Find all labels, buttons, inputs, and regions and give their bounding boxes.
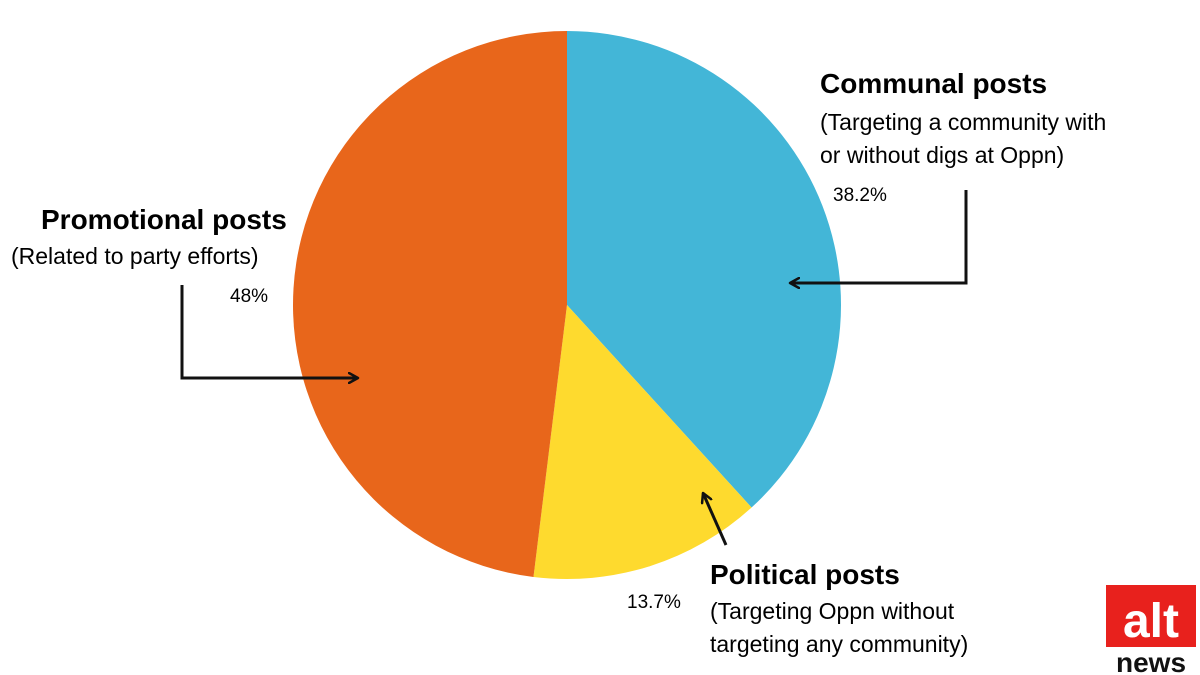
pie-slice-political-posts [533, 305, 752, 579]
svg-text:alt: alt [1123, 595, 1179, 648]
political-description-line2: targeting any community) [710, 631, 968, 657]
promotional-description: (Related to party efforts) [11, 243, 259, 269]
pie-slice-promotional-posts [293, 31, 567, 577]
political-arrow [703, 493, 728, 546]
communal-description-line1: (Targeting a community with [820, 109, 1106, 135]
promotional-title: Promotional posts [41, 204, 287, 235]
communal-description-line2: or without digs at Oppn) [820, 142, 1064, 168]
alt-news-logo: alt news [1106, 585, 1196, 675]
communal-arrow [790, 190, 968, 283]
political-title: Political posts [710, 559, 900, 590]
promotional-arrow [180, 285, 358, 378]
pie-slice-communal-posts [567, 31, 841, 508]
political-description-line1: (Targeting Oppn without [710, 598, 955, 624]
promotional-value-label: 48% [230, 286, 268, 307]
political-value-label: 13.7% [627, 592, 681, 613]
communal-title: Communal posts [820, 68, 1047, 99]
communal-value-label: 38.2% [833, 185, 887, 206]
svg-text:news: news [1116, 647, 1186, 675]
